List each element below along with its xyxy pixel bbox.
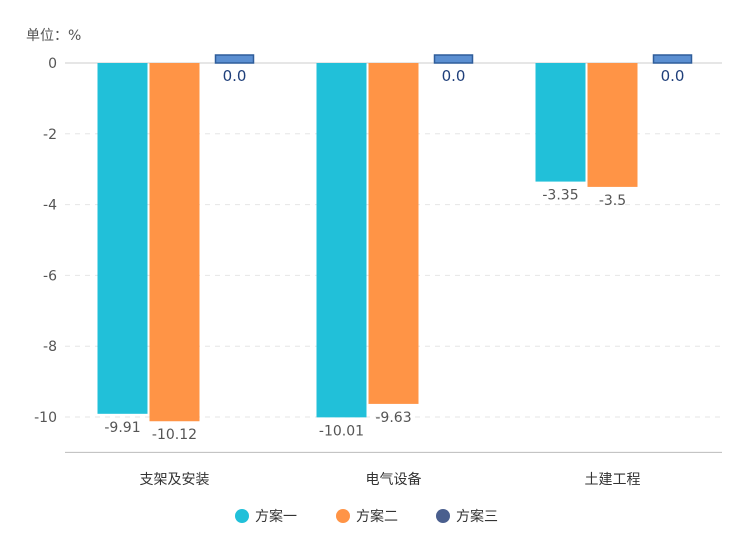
legend: 方案一 方案二 方案三 [235, 508, 498, 525]
legend-item[interactable]: 方案三 [436, 508, 498, 525]
bar-方案一-支架及安装 [97, 63, 148, 414]
x-category-label: 电气设备 [366, 471, 422, 488]
bars [97, 54, 693, 422]
bar-方案三-支架及安装 [214, 54, 255, 64]
y-tick-label: -6 [43, 268, 57, 284]
legend-label: 方案一 [255, 508, 297, 525]
y-axis-ticks: 0 -2 -4 -6 -8 -10 [34, 56, 57, 426]
bar-方案一-电气设备 [316, 63, 367, 418]
data-label: 0.0 [661, 67, 685, 85]
legend-marker [235, 509, 249, 523]
legend-item[interactable]: 方案二 [336, 508, 398, 525]
x-category-label: 支架及安装 [140, 472, 210, 488]
data-labels: -9.91 -10.12 0.0 -10.01 -9.63 0.0 -3.35 -3.5 0.0 [104, 67, 684, 443]
unit-label: 单位：% [26, 28, 81, 44]
x-axis-categories: 支架及安装 电气设备 土建工程 [140, 471, 641, 488]
y-tick-label: -10 [34, 410, 57, 426]
data-label: -9.63 [375, 410, 411, 426]
legend-marker [336, 509, 350, 523]
x-category-label: 土建工程 [585, 472, 641, 488]
legend-item[interactable]: 方案一 [235, 508, 297, 525]
data-label: -3.5 [599, 193, 626, 209]
data-label: 0.0 [223, 67, 247, 85]
bar-方案一-土建工程 [535, 63, 586, 182]
legend-marker [436, 509, 450, 523]
y-tick-label: -4 [43, 198, 57, 214]
bar-方案二-支架及安装 [149, 63, 200, 422]
data-label: -10.01 [319, 423, 364, 439]
y-tick-label: -8 [43, 339, 57, 355]
bar-方案三-土建工程 [652, 54, 693, 64]
legend-label: 方案三 [456, 508, 498, 525]
y-tick-label: 0 [48, 56, 57, 72]
legend-label: 方案二 [356, 508, 398, 525]
data-label: 0.0 [442, 67, 466, 85]
bar-方案二-土建工程 [587, 63, 638, 187]
data-label: -9.91 [104, 420, 140, 436]
y-tick-label: -2 [43, 127, 57, 143]
data-label: -10.12 [152, 427, 197, 443]
bar-方案二-电气设备 [368, 63, 419, 404]
bar-方案三-电气设备 [433, 54, 474, 64]
data-label: -3.35 [542, 188, 578, 204]
